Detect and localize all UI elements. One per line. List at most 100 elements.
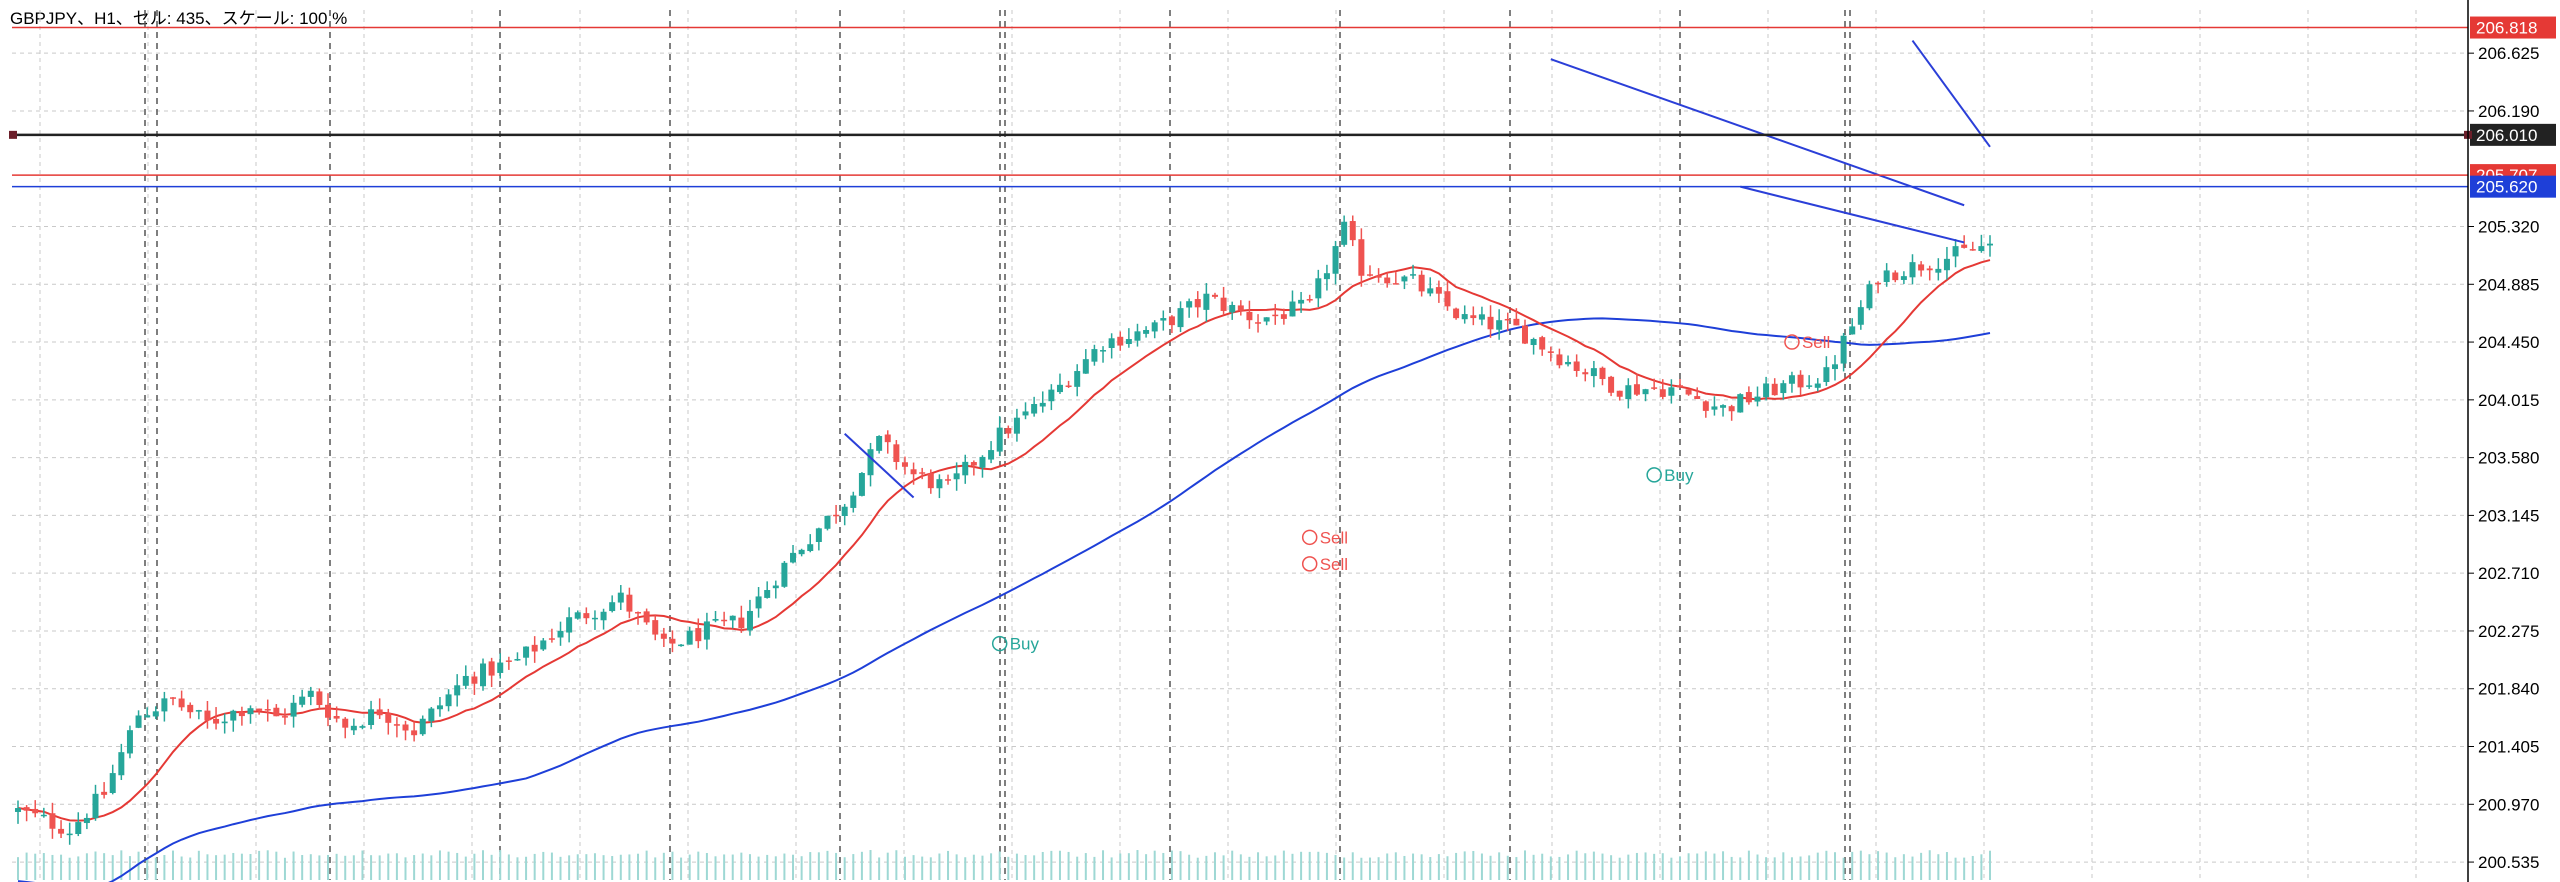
candle-body <box>1263 317 1270 322</box>
trendline-short[interactable] <box>1911 39 1991 148</box>
candle-body <box>1082 359 1089 374</box>
candle-body <box>1125 339 1132 345</box>
candle-body <box>1444 291 1451 307</box>
candle-body <box>436 705 443 710</box>
candle-body <box>299 696 306 705</box>
price-axis-label: 202.710 <box>2478 564 2539 583</box>
candle-body <box>755 596 762 609</box>
candle-body <box>15 808 21 812</box>
trade-label: Sell <box>1802 333 1830 352</box>
trendline-support[interactable] <box>1740 185 1965 244</box>
candle-body <box>1651 387 1658 389</box>
trade-marker[interactable] <box>1784 334 1800 350</box>
candle-body <box>221 721 228 724</box>
candle-body <box>1289 301 1296 317</box>
candle-body <box>1211 294 1218 297</box>
candle-body <box>1341 221 1348 245</box>
candle-body <box>1780 383 1787 394</box>
candle-body <box>1892 272 1899 281</box>
candle-body <box>910 469 917 475</box>
candle-body <box>652 620 659 635</box>
candle-body <box>1005 428 1012 434</box>
candle-body <box>781 562 788 587</box>
candle-body <box>1530 338 1537 346</box>
candle-body <box>901 462 908 467</box>
candle-body <box>635 612 642 614</box>
price-badge-label: 206.818 <box>2476 19 2537 38</box>
candle-body <box>92 793 99 819</box>
candle-body <box>1237 305 1244 311</box>
price-axis-label: 200.970 <box>2478 795 2539 814</box>
candle-body <box>1435 287 1442 294</box>
candle-body <box>609 602 616 612</box>
candle-body <box>936 479 943 489</box>
trade-marker[interactable] <box>991 635 1008 652</box>
candle-body <box>1384 277 1391 284</box>
candle-body <box>161 698 168 712</box>
chart-title: GBPJPY、H1、セル: 435、スケール: 100 % <box>10 9 348 28</box>
candle-body <box>264 709 271 711</box>
candle-body <box>1694 396 1701 400</box>
candle-body <box>256 708 263 711</box>
trade-marker[interactable] <box>1646 467 1662 483</box>
candle-body <box>1392 283 1399 285</box>
candle-body <box>1427 288 1434 294</box>
candle-body <box>1160 318 1167 321</box>
candle-body <box>32 808 39 814</box>
candle-body <box>1788 375 1795 384</box>
candle-body <box>505 660 512 662</box>
candle-body <box>1194 299 1201 308</box>
candle-body <box>1582 372 1589 375</box>
price-axis-label: 203.145 <box>2478 506 2539 525</box>
candle-body <box>548 638 555 640</box>
candle-body <box>333 716 340 719</box>
candle-body <box>988 450 995 460</box>
candle-body <box>1410 274 1417 276</box>
candle-body <box>1599 367 1606 380</box>
candle-body <box>867 449 874 476</box>
candle-body <box>815 528 822 542</box>
candle-body <box>152 711 159 717</box>
trade-marker[interactable] <box>1301 529 1318 546</box>
trendline-small[interactable] <box>844 432 915 499</box>
ma-slow-line <box>17 317 1991 882</box>
candle-body <box>1573 361 1580 371</box>
candle-body <box>686 630 693 645</box>
line-handle[interactable] <box>9 130 17 139</box>
candle-body <box>660 633 667 639</box>
trade-marker[interactable] <box>1301 556 1318 572</box>
candle-body <box>703 621 710 640</box>
candle-body <box>1943 258 1950 271</box>
candle-body <box>1668 387 1675 396</box>
candle-body <box>617 592 624 603</box>
candle-body <box>833 514 840 517</box>
candle-body <box>1685 389 1692 395</box>
candle-body <box>1280 314 1287 319</box>
trendline-resistance[interactable] <box>1550 58 1965 207</box>
price-axis-label: 201.405 <box>2478 738 2539 757</box>
candle-body <box>1117 336 1124 346</box>
candle-body <box>798 549 805 555</box>
candle-body <box>359 726 366 728</box>
candle-body <box>1453 308 1460 319</box>
candle-body <box>600 611 607 621</box>
candle-body <box>1375 275 1382 278</box>
candle-body <box>1100 350 1107 352</box>
candle-body <box>204 710 211 721</box>
candle-body <box>1358 239 1365 276</box>
candle-body <box>1229 304 1236 313</box>
candle-body <box>1306 299 1313 301</box>
price-axis-label: 206.625 <box>2478 44 2539 63</box>
candle-body <box>273 707 280 717</box>
candle-body <box>1401 276 1408 282</box>
candle-body <box>1220 297 1227 311</box>
candle-body <box>919 472 926 474</box>
candle-body <box>1875 282 1882 285</box>
candle-body <box>350 725 357 731</box>
candle-body <box>1590 368 1597 377</box>
candle-body <box>480 663 487 687</box>
candle-body <box>1521 325 1528 344</box>
candle-body <box>1315 278 1322 299</box>
